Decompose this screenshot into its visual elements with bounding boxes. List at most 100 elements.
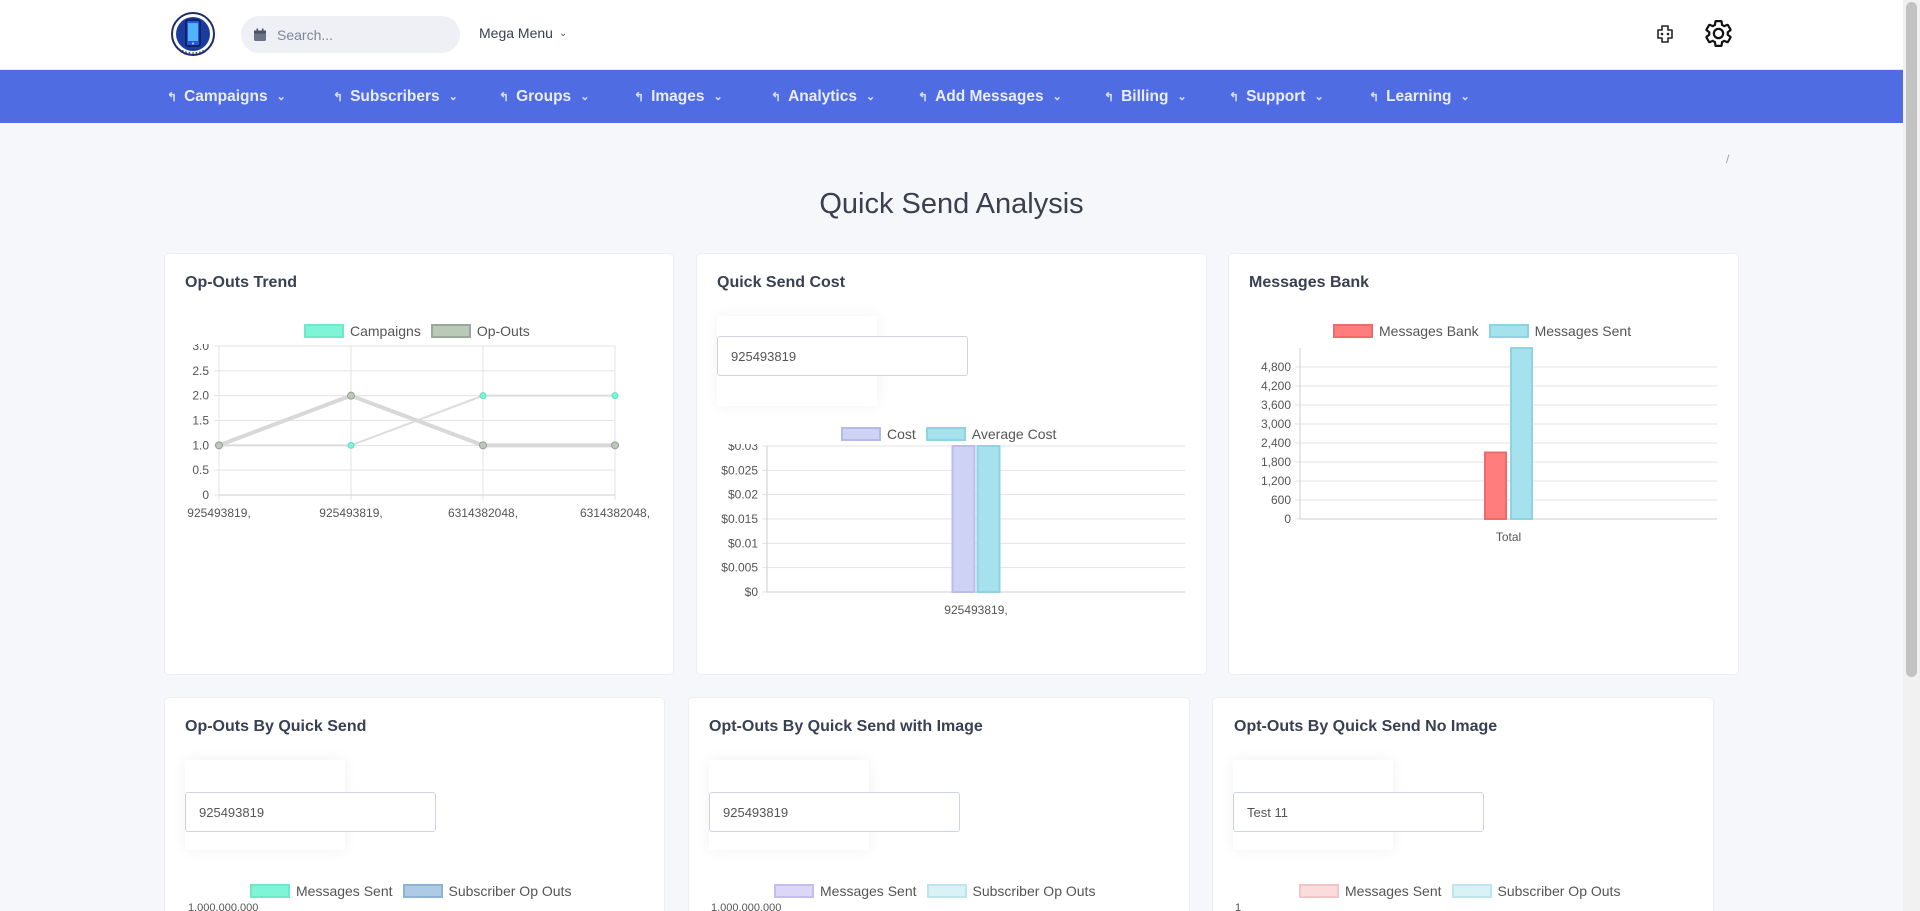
data-point [347,391,355,400]
chart-legend: Cost Average Cost [841,426,1066,442]
legend-item[interactable]: Subscriber Op Outs [402,883,572,899]
legend-item[interactable]: Messages Sent [774,883,917,899]
x-tick-label: Total [1496,530,1521,544]
legend-swatch [774,884,814,898]
y-tick-label: $0.02 [728,488,758,502]
legend-swatch [925,427,966,441]
legend-item[interactable]: Subscriber Op Outs [1451,883,1621,899]
nav-item-images[interactable]: ↰ Images ⌄ [634,70,723,123]
y-tick-label: 1,200 [1261,474,1291,488]
legend-item[interactable]: Campaigns [304,323,421,339]
legend-item[interactable]: Messages Sent [250,883,393,899]
gamepad-icon[interactable] [1654,23,1676,45]
reply-icon: ↰ [333,89,344,104]
nav-item-learning[interactable]: ↰ Learning ⌄ [1369,70,1470,123]
y-tick-label: 1,000,000,000 [188,902,259,911]
nav-item-subscribers[interactable]: ↰ Subscribers ⌄ [333,70,458,123]
x-tick-label: 6314382048, [580,506,650,520]
opouts-by-quick-send-card: Op-Outs By Quick Send 925493819 Messages… [165,698,664,911]
main-nav: ↰ Campaigns ⌄ ↰ Subscribers ⌄ ↰ Groups ⌄ ↰ Imag… [0,70,1903,123]
opouts-trend-chart: 0 0.5 1.0 1.5 2.0 2.5 3.0 925493819, 925493819, 6… [187,344,650,520]
y-tick-label: 600 [1271,493,1291,507]
card-title: Op-Outs By Quick Send [185,718,367,735]
chevron-down-icon: ⌄ [865,91,876,103]
legend-item[interactable]: Op-Outs [430,323,530,339]
legend-label: Average Cost [971,426,1057,442]
legend-swatch [1451,884,1492,898]
reply-icon: ↰ [918,89,929,104]
legend-swatch [1488,324,1529,338]
reply-icon: ↰ [167,89,178,104]
legend-item[interactable]: Messages Sent [1299,883,1442,899]
chevron-down-icon: ⌄ [276,91,286,103]
nav-label: Billing [1121,87,1169,105]
card-title: Opt-Outs By Quick Send No Image [1234,718,1498,735]
nav-item-groups[interactable]: ↰ Groups ⌄ [499,70,589,123]
app-logo[interactable] [170,9,216,59]
x-tick-label: 6314382048, [448,506,518,520]
nav-item-campaigns[interactable]: ↰ Campaigns ⌄ [167,70,286,123]
quick-send-select[interactable]: Test 11 [1233,792,1484,832]
nav-item-support[interactable]: ↰ Support ⌄ [1229,70,1324,123]
calendar-icon [254,28,266,41]
y-tick-label: 2,400 [1261,436,1291,450]
legend-label: Subscriber Op Outs [1497,883,1621,899]
legend-item[interactable]: Average Cost [925,426,1057,442]
y-tick-label: $0.03 [728,444,758,453]
x-tick-label: 925493819, [319,506,382,520]
quick-send-select[interactable]: 925493819 [717,336,968,376]
nav-item-billing[interactable]: ↰ Billing ⌄ [1104,70,1187,123]
messages-bank-chart: 0 600 1,200 1,800 2,400 3,000 3,600 4,200 4,800 T… [1261,347,1717,544]
card-title: Op-Outs Trend [185,274,297,291]
legend-swatch [926,884,967,898]
quick-send-select[interactable]: 925493819 [709,792,960,832]
legend-item[interactable]: Messages Bank [1333,323,1479,339]
nav-label: Learning [1386,87,1452,105]
chevron-down-icon: ⌄ [1314,91,1324,103]
breadcrumb: / [1726,152,1730,166]
data-point [479,392,487,400]
nav-item-add-messages[interactable]: ↰ Add Messages ⌄ [918,70,1062,123]
chevron-down-icon: ⌄ [1177,91,1187,103]
card-title: Opt-Outs By Quick Send with Image [709,718,983,735]
chevron-down-icon: ⌄ [713,91,723,103]
y-tick-label: 3,600 [1261,398,1291,412]
data-point [347,441,355,449]
y-tick-label: 1 [1235,902,1242,911]
y-tick-label: 0 [202,488,209,502]
legend-swatch [304,324,344,338]
legend-swatch [430,324,471,338]
scrollbar-thumb[interactable] [1906,2,1917,677]
bar [951,445,976,593]
card-title: Quick Send Cost [717,274,846,291]
legend-label: Messages Sent [1345,883,1442,899]
y-tick-label: $0.01 [728,536,758,550]
legend-label: Messages Sent [1534,323,1632,339]
nav-label: Add Messages [935,87,1044,105]
reply-icon: ↰ [1229,89,1240,104]
legend-label: Messages Bank [1379,323,1479,339]
gear-icon[interactable] [1703,18,1734,49]
card-title: Messages Bank [1249,274,1370,291]
page-scrollbar[interactable] [1903,0,1920,911]
chart-legend: Messages Sent Subscriber Op Outs [774,883,1105,899]
legend-label: Subscriber Op Outs [448,883,572,899]
legend-item[interactable]: Messages Sent [1488,323,1632,339]
y-tick-label: 0.5 [192,463,209,477]
y-tick-label: 2.0 [192,389,209,403]
reply-icon: ↰ [634,89,645,104]
search-input[interactable]: Search... [241,16,460,53]
y-tick-label: $0.025 [721,463,758,477]
page-title: Quick Send Analysis [819,188,1084,220]
y-tick-label: $0.005 [721,561,758,575]
legend-item[interactable]: Subscriber Op Outs [926,883,1095,899]
quick-send-select[interactable]: 925493819 [185,792,436,832]
mega-menu-button[interactable]: Mega Menu ⌄ [479,25,567,41]
chevron-down-icon: ⌄ [580,91,590,103]
y-tick-label: 4,200 [1261,379,1291,393]
nav-item-analytics[interactable]: ↰ Analytics ⌄ [771,70,875,123]
bar [1484,451,1507,520]
legend-item[interactable]: Cost [841,426,916,442]
legend-label: Messages Sent [296,883,393,899]
nav-label: Analytics [788,87,857,105]
